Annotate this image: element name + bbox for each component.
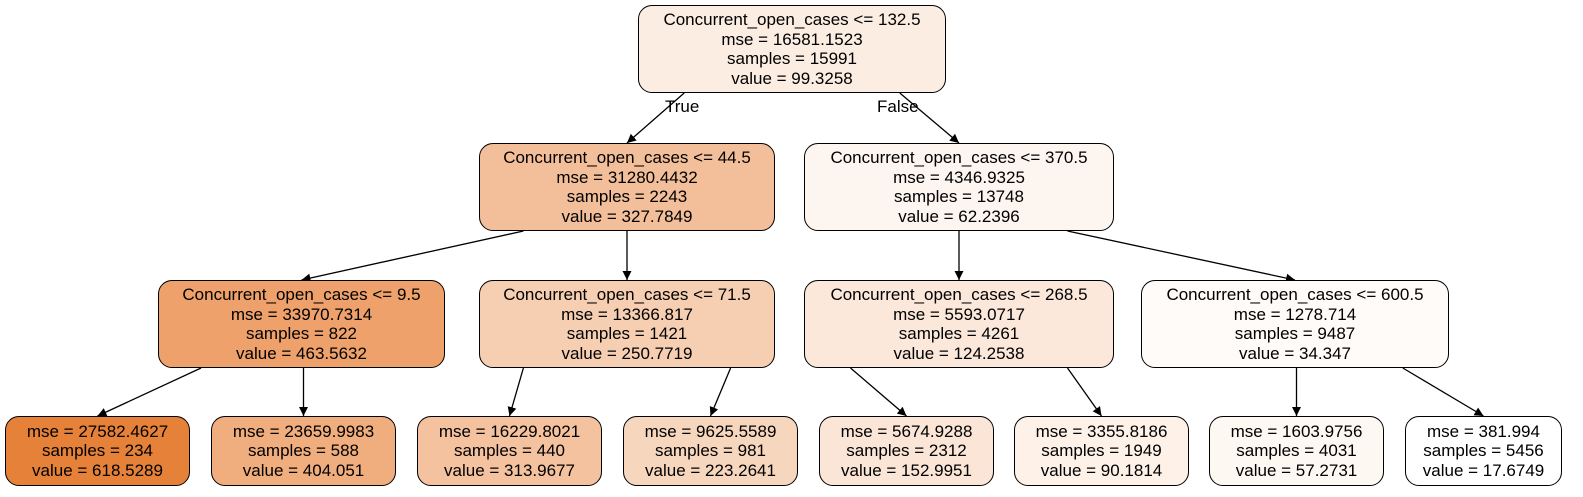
node-line: mse = 5593.0717	[893, 304, 1025, 324]
node-line: samples = 588	[247, 441, 360, 461]
node-line: value = 34.347	[1238, 343, 1351, 363]
node-line: value = 250.7719	[561, 343, 693, 363]
tree-node: Concurrent_open_cases <= 9.5 mse = 33970…	[158, 280, 445, 368]
node-line: value = 404.051	[242, 460, 365, 480]
node-line: mse = 5674.9288	[840, 421, 973, 441]
tree-node: Concurrent_open_cases <= 268.5 mse = 559…	[804, 280, 1114, 368]
node-line: value = 62.2396	[898, 206, 1020, 226]
edge-arrow	[709, 367, 732, 417]
node-line: Concurrent_open_cases <= 132.5	[663, 10, 921, 29]
tree-node: Concurrent_open_cases <= 370.5 mse = 434…	[804, 143, 1114, 231]
node-line: value = 618.5289	[32, 460, 163, 480]
node-line: value = 463.5632	[236, 343, 367, 363]
node-line: mse = 1278.714	[1233, 304, 1357, 324]
node-line: mse = 27582.4627	[26, 421, 169, 441]
edge-label-false: False	[877, 97, 919, 116]
node-line: samples = 4261	[898, 324, 1020, 343]
node-line: mse = 9625.5589	[644, 421, 777, 441]
node-line: value = 313.9677	[444, 460, 575, 480]
node-line: samples = 9487	[1234, 324, 1356, 343]
edge-arrow	[626, 92, 685, 144]
tree-leaf: mse = 27582.4627 samples = 234 value = 6…	[5, 416, 190, 486]
edge-arrow	[1067, 230, 1296, 283]
node-line: value = 124.2538	[893, 343, 1025, 363]
tree-node: Concurrent_open_cases <= 44.5 mse = 3128…	[479, 143, 775, 231]
edge-arrow	[899, 92, 960, 144]
node-line: Concurrent_open_cases <= 44.5	[503, 148, 751, 167]
node-line: value = 90.1814	[1040, 460, 1163, 480]
node-line: Concurrent_open_cases <= 9.5	[182, 285, 421, 304]
tree-leaf: mse = 1603.9756 samples = 4031 value = 5…	[1209, 416, 1384, 486]
edge-arrow	[1066, 367, 1103, 417]
tree-leaf: mse = 9625.5589 samples = 981 value = 22…	[623, 416, 798, 486]
node-line: samples = 981	[654, 441, 767, 461]
node-line: samples = 15991	[727, 49, 857, 68]
node-line: value = 17.6749	[1422, 460, 1545, 480]
node-line: Concurrent_open_cases <= 370.5	[830, 148, 1088, 167]
node-line: value = 57.2731	[1235, 460, 1358, 480]
node-line: mse = 33970.7314	[230, 304, 373, 324]
node-line: mse = 381.994	[1427, 421, 1540, 441]
node-line: mse = 3355.8186	[1035, 421, 1168, 441]
node-line: mse = 4346.9325	[893, 167, 1025, 187]
node-line: Concurrent_open_cases <= 71.5	[503, 285, 751, 304]
node-line: value = 99.3258	[731, 68, 853, 88]
node-line: samples = 4031	[1236, 441, 1357, 461]
node-line: mse = 23659.9983	[232, 421, 375, 441]
node-line: samples = 1421	[566, 324, 688, 343]
node-line: mse = 16581.1523	[721, 29, 863, 49]
node-line: Concurrent_open_cases <= 268.5	[830, 285, 1088, 304]
node-line: mse = 1603.9756	[1230, 421, 1363, 441]
tree-leaf: mse = 5674.9288 samples = 2312 value = 1…	[819, 416, 994, 486]
edge-arrow	[850, 367, 907, 417]
node-line: Concurrent_open_cases <= 600.5	[1166, 285, 1424, 304]
tree-leaf: mse = 23659.9983 samples = 588 value = 4…	[211, 416, 396, 486]
node-line: samples = 1949	[1041, 441, 1162, 461]
tree-leaf: mse = 3355.8186 samples = 1949 value = 9…	[1014, 416, 1189, 486]
tree-node-root: Concurrent_open_cases <= 132.5 mse = 165…	[638, 5, 946, 93]
edge-label-true: True	[665, 97, 700, 116]
node-line: value = 327.7849	[561, 206, 693, 226]
node-line: samples = 440	[453, 441, 566, 461]
edge-arrow	[1402, 367, 1484, 417]
node-line: samples = 13748	[894, 187, 1024, 206]
node-line: samples = 234	[41, 441, 154, 461]
tree-leaf: mse = 381.994 samples = 5456 value = 17.…	[1405, 416, 1562, 486]
node-line: value = 152.9951	[841, 460, 972, 480]
tree-node: Concurrent_open_cases <= 71.5 mse = 1336…	[479, 280, 775, 368]
node-line: samples = 822	[245, 324, 358, 343]
edge-arrow	[507, 367, 525, 417]
edge-arrow	[97, 367, 202, 417]
node-line: value = 223.2641	[645, 460, 776, 480]
node-line: mse = 16229.8021	[438, 421, 581, 441]
node-line: samples = 2243	[566, 187, 688, 206]
node-line: mse = 31280.4432	[556, 167, 698, 187]
node-line: samples = 5456	[1423, 441, 1544, 461]
node-line: samples = 2312	[846, 441, 967, 461]
tree-leaf: mse = 16229.8021 samples = 440 value = 3…	[417, 416, 602, 486]
node-line: mse = 13366.817	[561, 304, 693, 324]
tree-node: Concurrent_open_cases <= 600.5 mse = 127…	[1141, 280, 1449, 368]
edge-arrow	[301, 230, 524, 283]
